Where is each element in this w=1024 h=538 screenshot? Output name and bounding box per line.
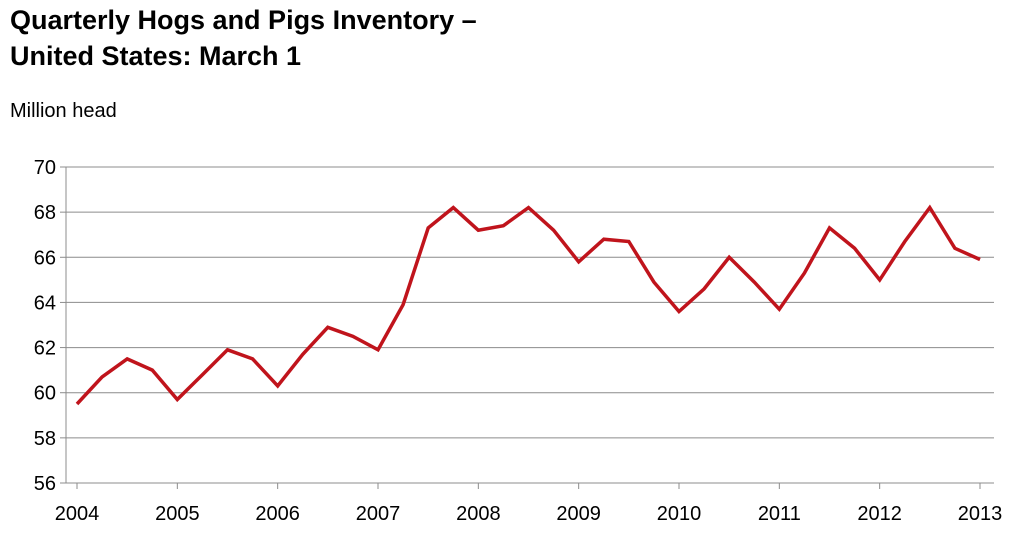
- x-tick-label-2012: 2012: [857, 503, 902, 525]
- x-tick-label-2006: 2006: [255, 503, 300, 525]
- y-axis-label: Million head: [10, 100, 117, 122]
- x-tick-label-2011: 2011: [758, 503, 801, 525]
- y-tick-label-58: 58: [34, 428, 56, 450]
- chart-title-line-1: Quarterly Hogs and Pigs Inventory –: [10, 5, 477, 35]
- x-tick-label-2010: 2010: [657, 503, 702, 525]
- x-tick-label-2007: 2007: [356, 503, 401, 525]
- y-tick-label-56: 56: [34, 473, 56, 495]
- x-tick-label-2008: 2008: [456, 503, 501, 525]
- y-tick-labels: 56 58 60 62 64 66 68 70: [34, 157, 56, 495]
- chart-title: Quarterly Hogs and Pigs Inventory – Unit…: [10, 2, 477, 74]
- x-tick-label-2009: 2009: [556, 503, 601, 525]
- x-tick-label-2013: 2013: [958, 503, 1003, 525]
- y-tick-label-64: 64: [34, 292, 56, 314]
- series-line-0: [75, 204, 981, 406]
- y-tick-label-60: 60: [34, 383, 56, 405]
- y-tick-label-66: 66: [34, 247, 56, 269]
- y-tick-label-68: 68: [34, 202, 56, 224]
- y-tick-label-70: 70: [34, 157, 56, 179]
- x-tick-label-2004: 2004: [55, 503, 100, 525]
- series-layer: [75, 204, 981, 406]
- y-tick-label-62: 62: [34, 338, 56, 360]
- gridlines: [66, 166, 994, 439]
- chart-title-line-2: United States: March 1: [10, 41, 302, 71]
- x-tick-label-2005: 2005: [155, 503, 200, 525]
- x-tick-labels: 2004 2005 2006 2007 2008 2009 2010 2011 2012 2013: [55, 503, 1003, 525]
- axes: [60, 166, 994, 489]
